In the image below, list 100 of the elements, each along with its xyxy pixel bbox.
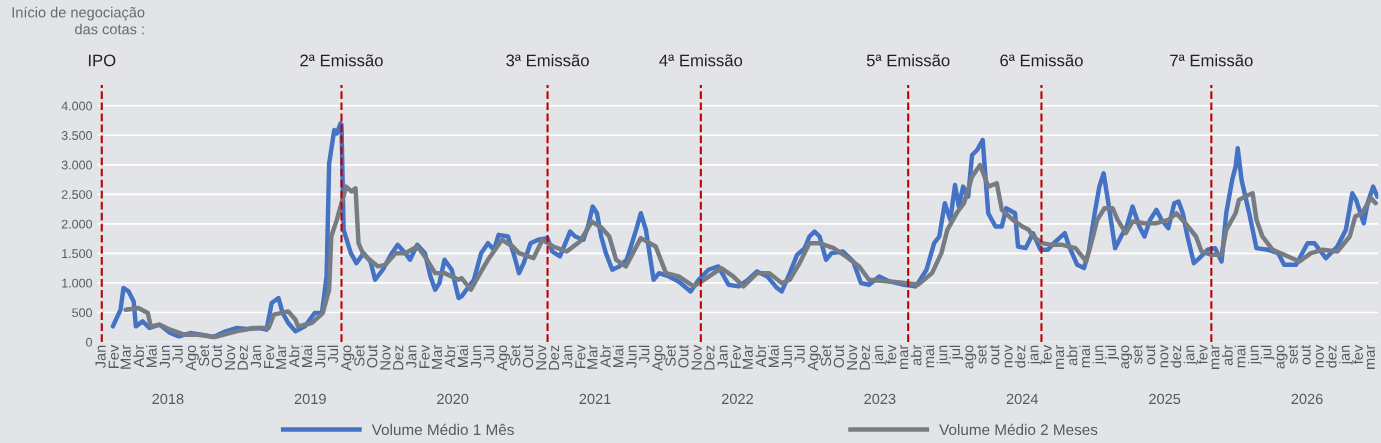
x-tick-label: Mai — [768, 345, 779, 368]
x-tick-label: mai — [1079, 345, 1091, 368]
text: Início de negociação das cotas : — [12, 6, 145, 35]
ref-line-label: IPO — [88, 54, 116, 67]
x-tick-label: fev — [1352, 344, 1363, 365]
text: 2024 — [1006, 393, 1039, 405]
ref-line-label: 5ª Emissão — [866, 54, 950, 67]
x-tick-label: Jun — [781, 345, 793, 369]
x-tick-label: Dez — [704, 345, 715, 370]
x-tick-label: jan — [872, 345, 887, 365]
x-tick-label: set — [1288, 344, 1298, 364]
x-tick-label: Mai — [457, 345, 469, 368]
x-tick-label: Fev — [419, 344, 430, 368]
x-tick-label: ago — [1121, 345, 1133, 369]
x-tick-label: Fev — [575, 344, 586, 368]
x-tick-label: nov — [1004, 344, 1013, 368]
x-tick-label: Jun — [471, 345, 482, 369]
text: 2025 — [1149, 393, 1181, 405]
x-tick-label: Abr — [599, 345, 611, 368]
ref-line-label: 2ª Emissão — [300, 54, 383, 67]
x-tick-label: fev — [1196, 344, 1208, 365]
x-tick-label: Jun — [159, 345, 170, 369]
x-tick-label: Dez — [393, 345, 404, 370]
x-tick-label: dez — [1014, 345, 1026, 368]
text: 2022 — [721, 393, 753, 405]
x-tick-label: Set — [354, 344, 365, 366]
x-tick-label: Mar — [742, 345, 753, 369]
x-tick-label: Ago — [185, 345, 199, 371]
x-tick-label: Jun — [315, 345, 326, 369]
line-series — [123, 162, 1378, 340]
x-tick-label: nov — [1160, 344, 1169, 368]
x-tick-label: Out — [367, 344, 378, 368]
y-tick-label: 2.000 — [61, 219, 93, 229]
x-tick-label: ago — [965, 345, 977, 369]
x-tick-label: Ago — [497, 345, 511, 371]
x-tick-label: Jan — [406, 345, 417, 369]
y-tick-label: 4.000 — [61, 101, 93, 111]
x-tick-label: jun — [1092, 345, 1107, 365]
ref-line-label: 6ª Emissão — [1000, 54, 1083, 67]
x-tick-label: abr — [1222, 345, 1233, 366]
x-tick-label: Out — [211, 344, 222, 368]
x-tick-label: Abr — [444, 345, 456, 368]
y-tick-label: 0 — [86, 337, 93, 347]
x-tick-label: Out — [833, 344, 844, 368]
x-tick-label: Jul — [638, 345, 650, 364]
text: 2021 — [579, 393, 611, 405]
x-tick-label: jun — [1247, 345, 1262, 365]
x-tick-label: Ago — [341, 345, 355, 371]
x-tick-label: Set — [198, 344, 210, 366]
x-tick-label: Abr — [755, 345, 767, 368]
x-tick-label: Dez — [237, 345, 248, 370]
y-tick-label: 3.500 — [61, 131, 93, 140]
x-tick-label: Jun — [626, 345, 637, 369]
x-tick-label: jan — [1339, 345, 1353, 365]
x-tick-label: Jan — [250, 345, 262, 369]
x-tick-label: jan — [1183, 345, 1198, 365]
x-tick-label: jul — [1105, 345, 1119, 360]
x-tick-label: Fev — [264, 344, 275, 368]
x-tick-label: Mai — [146, 345, 157, 368]
x-tick-label: Abr — [288, 345, 300, 368]
x-tick-label: fev — [885, 344, 897, 365]
x-tick-label: Mar — [587, 345, 598, 369]
x-tick-label: mar — [900, 345, 909, 369]
x-tick-label: Fev — [108, 344, 119, 368]
x-tick-label: Jul — [483, 345, 494, 364]
x-tick-label: out — [989, 344, 1000, 365]
x-tick-label: fev — [1041, 344, 1052, 365]
x-tick-label: Ago — [652, 345, 666, 371]
x-tick-label: Out — [522, 344, 534, 368]
text: 2018 — [152, 393, 184, 405]
y-tick-label: 3.000 — [61, 160, 93, 170]
x-tick-label: Nov — [847, 344, 858, 370]
x-tick-label: Mar — [431, 345, 443, 369]
y-tick-label: 1.500 — [62, 249, 93, 259]
x-tick-label: Mar — [120, 345, 131, 369]
x-tick-label: jul — [949, 345, 964, 360]
x-tick-label: out — [1301, 344, 1311, 365]
x-tick-label: dez — [1170, 345, 1182, 368]
x-tick-label: Set — [510, 344, 521, 366]
x-tick-label: Jul — [327, 345, 339, 364]
text: 2023 — [864, 393, 896, 405]
x-tick-label: Dez — [859, 345, 870, 370]
text: 2019 — [294, 393, 326, 405]
x-tick-label: Jul — [794, 345, 805, 364]
x-tick-label: mar — [1366, 345, 1375, 369]
x-tick-label: abr — [1066, 345, 1078, 366]
x-tick-label: Nov — [224, 344, 236, 370]
ref-line-label: 4ª Emissão — [659, 54, 743, 67]
legend-label: Volume Médio 2 Meses — [939, 423, 1098, 436]
x-tick-label: nov — [1315, 344, 1324, 368]
x-tick-label: Nov — [536, 344, 547, 370]
x-tick-label: Ago — [807, 345, 821, 371]
x-tick-label: jan — [1027, 345, 1042, 365]
x-tick-label: Mai — [612, 345, 624, 368]
x-tick-label: dez — [1325, 345, 1337, 368]
y-tick-label: 500 — [72, 308, 93, 318]
x-tick-label: mar — [1211, 345, 1220, 369]
x-tick-label: Jan — [562, 345, 573, 369]
y-tick-label: 2.500 — [61, 190, 93, 199]
y-tick-label: 1.000 — [62, 278, 93, 288]
